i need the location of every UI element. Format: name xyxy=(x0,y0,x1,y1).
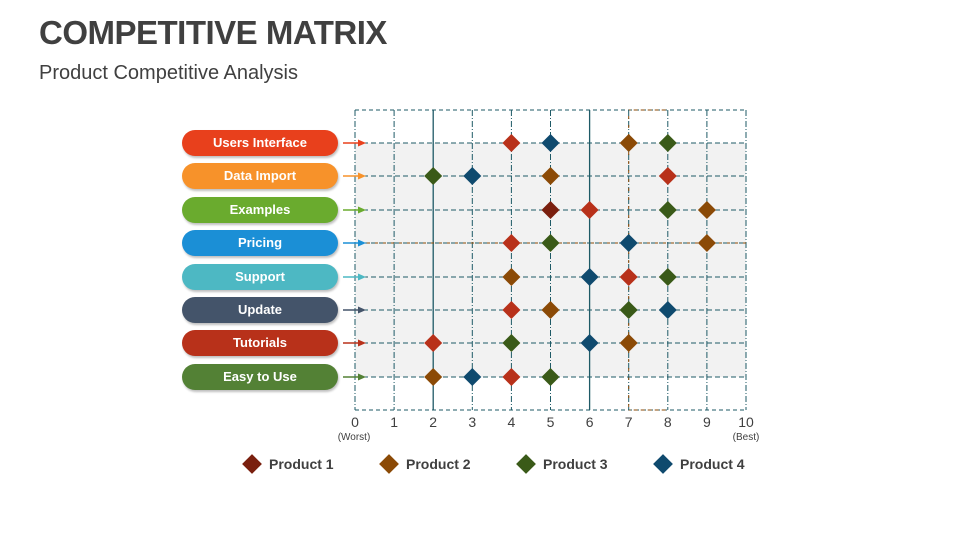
data-marker-diamond xyxy=(502,268,521,286)
x-tick-label: 2 xyxy=(429,414,438,430)
x-tick-label: 4 xyxy=(507,414,516,430)
data-marker-diamond xyxy=(541,201,560,219)
data-marker-diamond xyxy=(502,234,521,252)
data-marker-diamond xyxy=(697,201,716,219)
legend-label: Product 2 xyxy=(406,456,471,472)
data-marker-diamond xyxy=(658,167,677,185)
criteria-label-pill: Easy to Use xyxy=(182,364,338,390)
diamond-icon xyxy=(242,454,262,474)
arrow-icon xyxy=(358,306,366,314)
data-marker-diamond xyxy=(541,234,560,252)
legend-item: Product 3 xyxy=(515,453,608,475)
criteria-label-pill: Data Import xyxy=(182,163,338,189)
criteria-label-pill: Examples xyxy=(182,197,338,223)
diamond-icon xyxy=(516,454,536,474)
legend-label: Product 3 xyxy=(543,456,608,472)
data-marker-diamond xyxy=(580,201,599,219)
data-marker-diamond xyxy=(658,301,677,319)
data-marker-diamond xyxy=(424,368,443,386)
worst-label: (Worst) xyxy=(337,432,371,443)
arrow-icon xyxy=(358,239,366,247)
legend-item: Product 4 xyxy=(652,453,745,475)
page-subtitle: Product Competitive Analysis xyxy=(39,62,299,84)
x-tick-label: 0 xyxy=(351,414,359,430)
arrow-icon xyxy=(358,206,366,214)
arrow-icon xyxy=(358,273,366,281)
arrow-icon xyxy=(358,139,366,147)
data-marker-diamond xyxy=(697,234,716,252)
criteria-label-pill: Support xyxy=(182,264,338,290)
legend-label: Product 4 xyxy=(680,456,745,472)
data-marker-diamond xyxy=(580,334,599,352)
data-marker-diamond xyxy=(502,334,521,352)
criteria-label-pill: Tutorials xyxy=(182,330,338,356)
page-title: COMPETITIVE MATRIX xyxy=(39,14,387,51)
x-tick-label: 9 xyxy=(702,414,711,430)
diamond-icon xyxy=(379,454,399,474)
x-tick-label: 1 xyxy=(390,414,398,430)
data-marker-diamond xyxy=(541,301,560,319)
best-label: (Best) xyxy=(732,432,760,443)
arrow-icon xyxy=(358,339,366,347)
data-marker-diamond xyxy=(541,368,560,386)
data-marker-diamond xyxy=(619,268,638,286)
criteria-label-pill: Update xyxy=(182,297,338,323)
data-marker-diamond xyxy=(619,234,638,252)
data-marker-diamond xyxy=(502,368,521,386)
legend-label: Product 1 xyxy=(269,456,334,472)
data-marker-diamond xyxy=(541,167,560,185)
data-marker-diamond xyxy=(463,368,482,386)
data-marker-diamond xyxy=(619,334,638,352)
diamond-icon xyxy=(653,454,673,474)
x-tick-label: 5 xyxy=(546,414,555,430)
x-tick-label: 8 xyxy=(663,414,672,430)
data-marker-diamond xyxy=(658,268,677,286)
legend-item: Product 2 xyxy=(378,453,471,475)
data-marker-diamond xyxy=(502,134,521,152)
arrow-icon xyxy=(358,373,366,381)
criteria-label-pill: Users Interface xyxy=(182,130,338,156)
data-marker-diamond xyxy=(424,334,443,352)
x-tick-label: 7 xyxy=(624,414,633,430)
legend-item: Product 1 xyxy=(241,453,334,475)
data-marker-diamond xyxy=(463,167,482,185)
data-marker-diamond xyxy=(658,134,677,152)
x-tick-label: 10 xyxy=(738,414,754,430)
data-marker-diamond xyxy=(541,134,560,152)
data-marker-diamond xyxy=(580,268,599,286)
x-tick-label: 3 xyxy=(468,414,477,430)
data-marker-diamond xyxy=(619,301,638,319)
data-marker-diamond xyxy=(658,201,677,219)
criteria-label-pill: Pricing xyxy=(182,230,338,256)
data-marker-diamond xyxy=(424,167,443,185)
arrow-icon xyxy=(358,172,366,180)
data-marker-diamond xyxy=(502,301,521,319)
data-marker-diamond xyxy=(619,134,638,152)
x-tick-label: 6 xyxy=(585,414,594,430)
